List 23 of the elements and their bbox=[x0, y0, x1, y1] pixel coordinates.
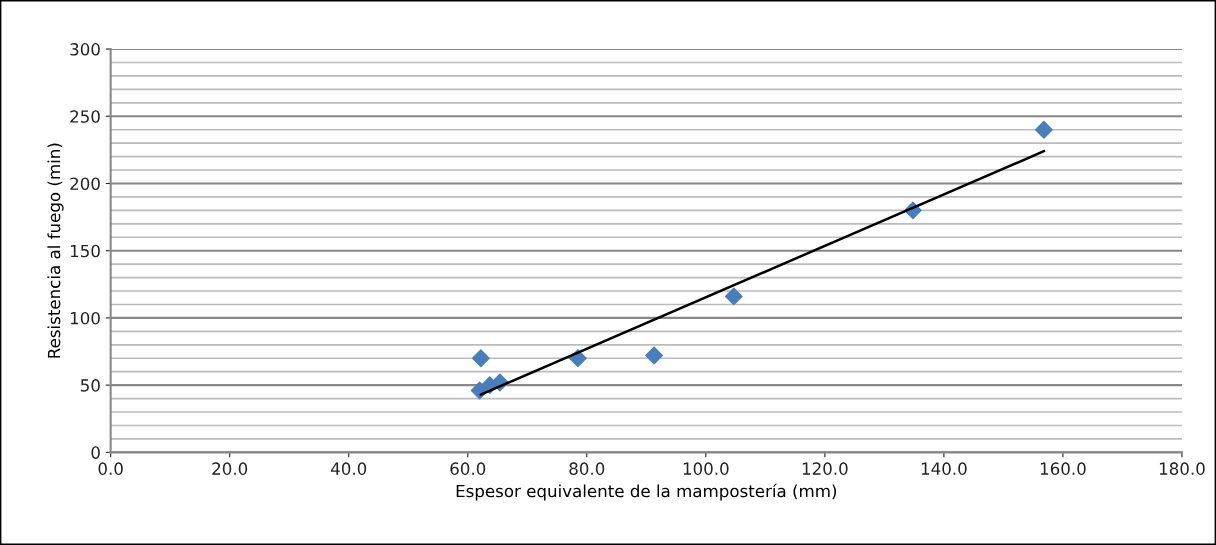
y-tick-label: 100 bbox=[70, 311, 100, 325]
x-tick-label: 20.0 bbox=[212, 462, 248, 475]
x-tick-label: 160.0 bbox=[1040, 462, 1086, 475]
x-tick-label: 140.0 bbox=[921, 462, 967, 475]
x-tick-label: 60.0 bbox=[450, 462, 486, 475]
x-axis-title: Espesor equivalente de la mampostería (mm) bbox=[456, 483, 837, 501]
x-tick-label: 0.0 bbox=[98, 462, 123, 475]
y-tick-label: 250 bbox=[70, 110, 100, 123]
y-tick-label: 50 bbox=[81, 379, 100, 392]
point bbox=[471, 349, 490, 368]
point bbox=[724, 287, 743, 306]
point bbox=[1034, 120, 1053, 139]
x-tick-label: 120.0 bbox=[802, 462, 848, 475]
x-tick-label: 180.0 bbox=[1159, 462, 1205, 475]
x-tick-label: 80.0 bbox=[569, 462, 605, 475]
x-tick-label: 40.0 bbox=[330, 462, 367, 475]
y-tick-label: 300 bbox=[70, 43, 100, 56]
y-axis-title: Resistencia al fuego (min) bbox=[47, 143, 64, 358]
y-tick-label: 0 bbox=[91, 446, 100, 459]
point bbox=[645, 346, 663, 365]
y-tick-label: 200 bbox=[70, 177, 100, 191]
y-tick-label: 150 bbox=[70, 244, 100, 258]
x-tick-label: 100.0 bbox=[683, 462, 729, 475]
